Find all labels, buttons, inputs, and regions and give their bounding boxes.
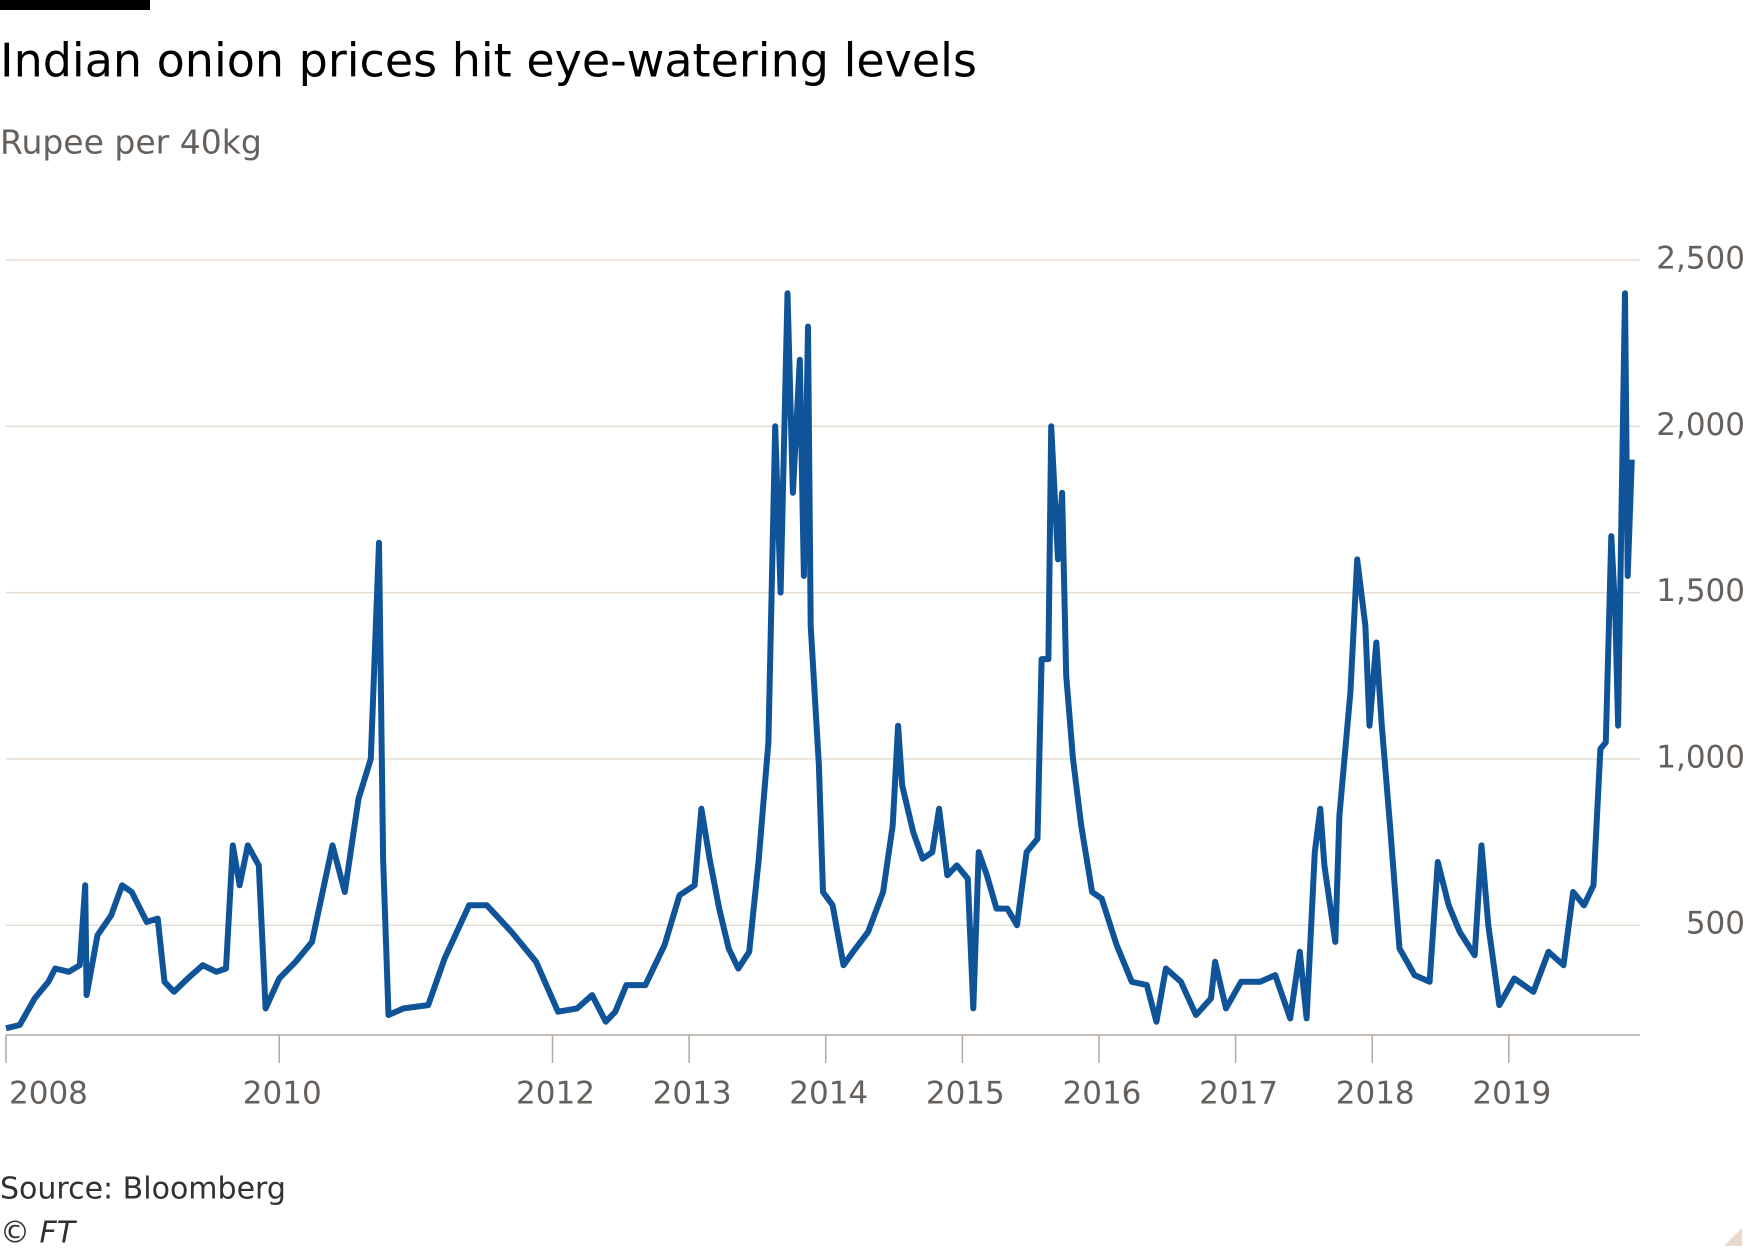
corner-mark — [1724, 1228, 1742, 1246]
y-tick-label: 2,500 — [1656, 241, 1745, 277]
price-line — [5, 290, 1635, 1032]
x-tick-label: 2013 — [653, 1076, 732, 1112]
x-tick-label: 2019 — [1472, 1076, 1551, 1112]
chart-title: Indian onion prices hit eye-watering lev… — [0, 34, 977, 88]
source: Source: Bloomberg — [0, 1172, 286, 1207]
x-tick-label: 2016 — [1063, 1076, 1142, 1112]
x-tick-label: 2008 — [9, 1076, 88, 1112]
x-tick-label: 2015 — [926, 1076, 1005, 1112]
x-tick-label: 2017 — [1199, 1076, 1278, 1112]
x-tick-label: 2010 — [243, 1076, 322, 1112]
y-tick-label: 500 — [1686, 906, 1745, 942]
x-tick-label: 2018 — [1336, 1076, 1415, 1112]
chart-subtitle: Rupee per 40kg — [0, 123, 262, 162]
y-tick-label: 1,500 — [1656, 573, 1745, 609]
y-tick-label: 1,000 — [1656, 739, 1745, 775]
y-tick-label: 2,000 — [1656, 407, 1745, 443]
x-tick-label: 2012 — [516, 1076, 595, 1112]
credit: © FT — [0, 1216, 78, 1250]
brand-bar — [0, 0, 150, 10]
x-tick-label: 2014 — [789, 1076, 868, 1112]
